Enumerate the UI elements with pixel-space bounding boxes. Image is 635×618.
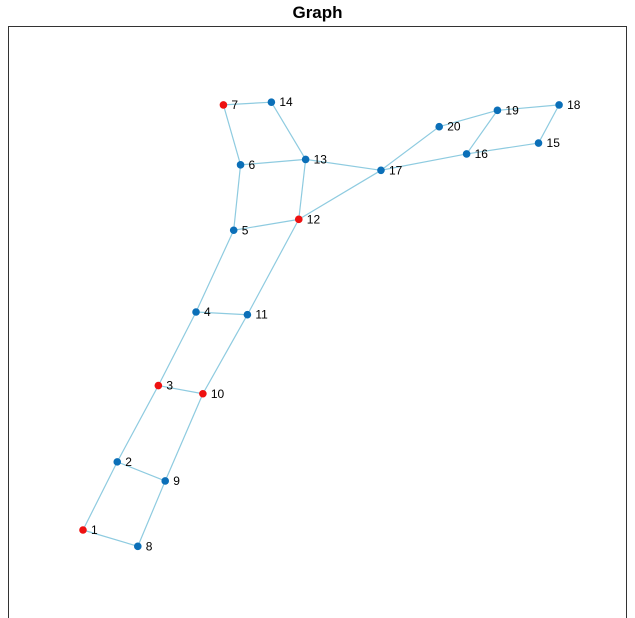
node-3 <box>154 381 163 390</box>
node-20 <box>435 122 444 131</box>
node-12 <box>294 215 303 224</box>
edge-8-9 <box>137 480 166 547</box>
nodes-layer <box>79 98 563 551</box>
edge-5-6 <box>233 164 242 231</box>
node-label-15: 15 <box>547 136 561 150</box>
node-label-6: 6 <box>249 158 256 172</box>
node-18 <box>555 101 563 109</box>
node-5 <box>229 226 238 235</box>
edge-12-13 <box>298 159 307 220</box>
edge-7-14 <box>223 101 272 106</box>
node-label-10: 10 <box>211 387 225 401</box>
edge-1-8 <box>82 529 138 547</box>
node-label-13: 13 <box>314 152 328 166</box>
node-label-5: 5 <box>242 223 249 237</box>
edge-16-15 <box>466 142 539 155</box>
edge-13-17 <box>305 158 382 171</box>
node-7 <box>219 101 228 109</box>
node-19 <box>493 106 502 115</box>
node-16 <box>462 150 471 158</box>
edge-3-10 <box>158 384 203 395</box>
edge-17-20 <box>380 126 440 171</box>
edge-13-14 <box>270 101 307 160</box>
edge-19-18 <box>497 104 560 111</box>
edge-2-3 <box>116 385 159 463</box>
edge-20-19 <box>439 109 498 128</box>
edge-4-5 <box>195 229 235 313</box>
node-label-9: 9 <box>173 474 180 488</box>
edge-6-7 <box>222 104 242 166</box>
node-15 <box>534 139 543 147</box>
edge-12-17 <box>298 169 382 220</box>
node-17 <box>377 166 385 175</box>
node-label-20: 20 <box>447 120 461 134</box>
edge-19-16 <box>466 110 498 155</box>
node-14 <box>267 98 276 106</box>
edges-layer <box>82 101 560 547</box>
node-label-3: 3 <box>166 379 173 393</box>
node-9 <box>161 477 169 485</box>
node-label-16: 16 <box>475 147 489 161</box>
node-label-7: 7 <box>231 98 238 112</box>
graph-title: Graph <box>292 3 343 22</box>
node-2 <box>113 458 122 466</box>
node-label-11: 11 <box>255 308 268 322</box>
node-6 <box>236 161 245 169</box>
edge-9-10 <box>164 393 204 482</box>
node-label-8: 8 <box>146 539 153 553</box>
plot-frame <box>8 26 627 618</box>
edge-6-13 <box>240 158 306 166</box>
node-10 <box>199 389 207 398</box>
node-label-2: 2 <box>125 455 132 469</box>
node-label-1: 1 <box>91 523 98 537</box>
node-11 <box>243 310 252 319</box>
edge-15-18 <box>537 104 560 144</box>
node-label-4: 4 <box>204 305 211 319</box>
node-4 <box>192 308 200 316</box>
edge-10-11 <box>202 314 248 395</box>
node-label-18: 18 <box>567 98 581 112</box>
node-1 <box>79 526 87 534</box>
edge-4-11 <box>195 311 248 316</box>
node-label-17: 17 <box>389 163 403 177</box>
edge-1-2 <box>82 461 118 531</box>
edge-2-9 <box>117 461 166 482</box>
edge-11-12 <box>246 219 300 316</box>
edge-3-4 <box>157 311 197 386</box>
edge-17-16 <box>380 153 467 171</box>
edge-5-12 <box>233 218 299 231</box>
node-label-19: 19 <box>505 103 519 117</box>
node-label-12: 12 <box>307 212 321 226</box>
node-label-14: 14 <box>279 95 293 109</box>
node-13 <box>301 155 310 164</box>
node-8 <box>134 542 142 551</box>
